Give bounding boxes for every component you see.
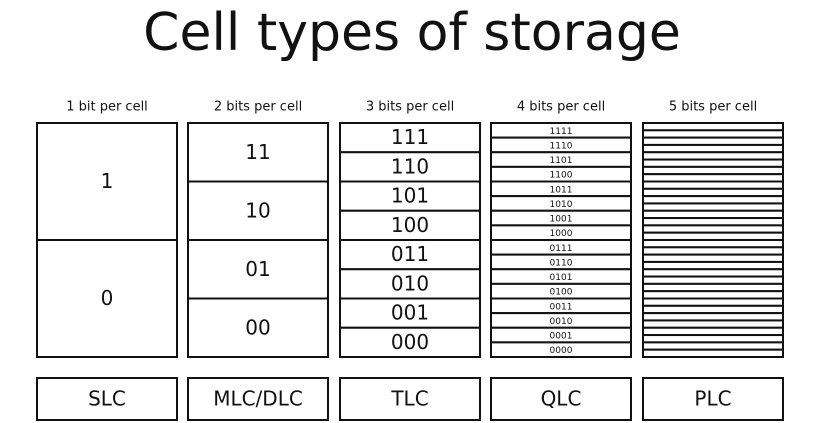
cell [490, 341, 632, 358]
cell-label: 101 [391, 184, 429, 208]
type-label: SLC [88, 387, 126, 411]
type-label: PLC [694, 387, 731, 411]
cell [642, 165, 784, 176]
cell [642, 143, 784, 154]
type-label: QLC [541, 387, 582, 411]
cell-label: 0011 [550, 302, 573, 312]
label-box [490, 377, 632, 421]
cell-label: 1000 [550, 229, 573, 239]
cell [642, 326, 784, 337]
cell [642, 173, 784, 183]
cell-label: 001 [391, 301, 429, 325]
cell [339, 326, 481, 358]
cell-label: 11 [245, 140, 270, 164]
cell-label: 0100 [550, 288, 573, 298]
column-header: 3 bits per cell [366, 100, 454, 115]
cell [36, 239, 178, 358]
cell [642, 122, 784, 132]
cell [339, 268, 481, 300]
cell-label: 1010 [550, 200, 573, 210]
cell [642, 341, 784, 351]
column-header: 2 bits per cell [214, 100, 302, 115]
cell [642, 304, 784, 315]
cell [642, 209, 784, 220]
column-header: 4 bits per cell [517, 100, 605, 115]
cell [642, 180, 784, 190]
cell-label: 0110 [550, 258, 573, 268]
label-box [642, 377, 784, 421]
title: Cell types of storage [143, 3, 681, 63]
cell [642, 282, 784, 293]
cell-label: 110 [391, 154, 429, 178]
label-box [339, 377, 481, 421]
cell [642, 239, 784, 249]
cell-label: 0010 [550, 317, 573, 327]
label-box [36, 377, 178, 421]
column-header: 5 bits per cell [669, 100, 757, 115]
cell [642, 319, 784, 329]
cell-label: 1001 [550, 215, 573, 225]
cell [642, 195, 784, 205]
cell-label: 00 [245, 315, 270, 339]
cell [187, 297, 329, 358]
cell [642, 231, 784, 241]
cell-label: 1 [101, 169, 114, 193]
cell [339, 180, 481, 212]
cell [642, 136, 784, 146]
column-header: 1 bit per cell [66, 100, 148, 115]
type-label: TLC [390, 387, 428, 411]
cell [642, 334, 784, 344]
cell [642, 268, 784, 278]
cell [642, 187, 784, 198]
cell-label: 0101 [550, 273, 573, 283]
cell [187, 239, 329, 300]
cell-label: 100 [391, 213, 429, 237]
type-label: MLC/DLC [213, 387, 303, 411]
cell [642, 348, 784, 358]
cell [642, 297, 784, 307]
cell [642, 253, 784, 263]
cell-label: 01 [245, 257, 270, 281]
cell-label: 0001 [550, 332, 573, 342]
cell-label: 011 [391, 242, 429, 266]
cell-label: 000 [391, 330, 429, 354]
cell [642, 129, 784, 139]
cell-label: 1110 [550, 141, 573, 151]
cell-label: 1101 [550, 156, 573, 166]
cell-label: 111 [391, 125, 429, 149]
label-box [187, 377, 329, 421]
cell [642, 290, 784, 300]
cell-label: 010 [391, 271, 429, 295]
cell [642, 158, 784, 168]
cell [642, 246, 784, 256]
cell-label: 1011 [550, 185, 573, 195]
cell-label: 0000 [550, 346, 573, 356]
cell [642, 275, 784, 285]
cell [187, 122, 329, 183]
cell [642, 224, 784, 234]
cell-label: 1111 [550, 127, 573, 137]
cell [642, 260, 784, 271]
cell-label: 0111 [550, 244, 573, 254]
cell-label: 1100 [550, 171, 573, 181]
cell [642, 202, 784, 212]
cell [642, 312, 784, 322]
cell [339, 151, 481, 183]
cell [36, 122, 178, 241]
cell-label: 10 [245, 198, 270, 222]
cell [339, 209, 481, 241]
cell [642, 151, 784, 161]
cell-label: 0 [101, 286, 114, 310]
cell [642, 217, 784, 227]
